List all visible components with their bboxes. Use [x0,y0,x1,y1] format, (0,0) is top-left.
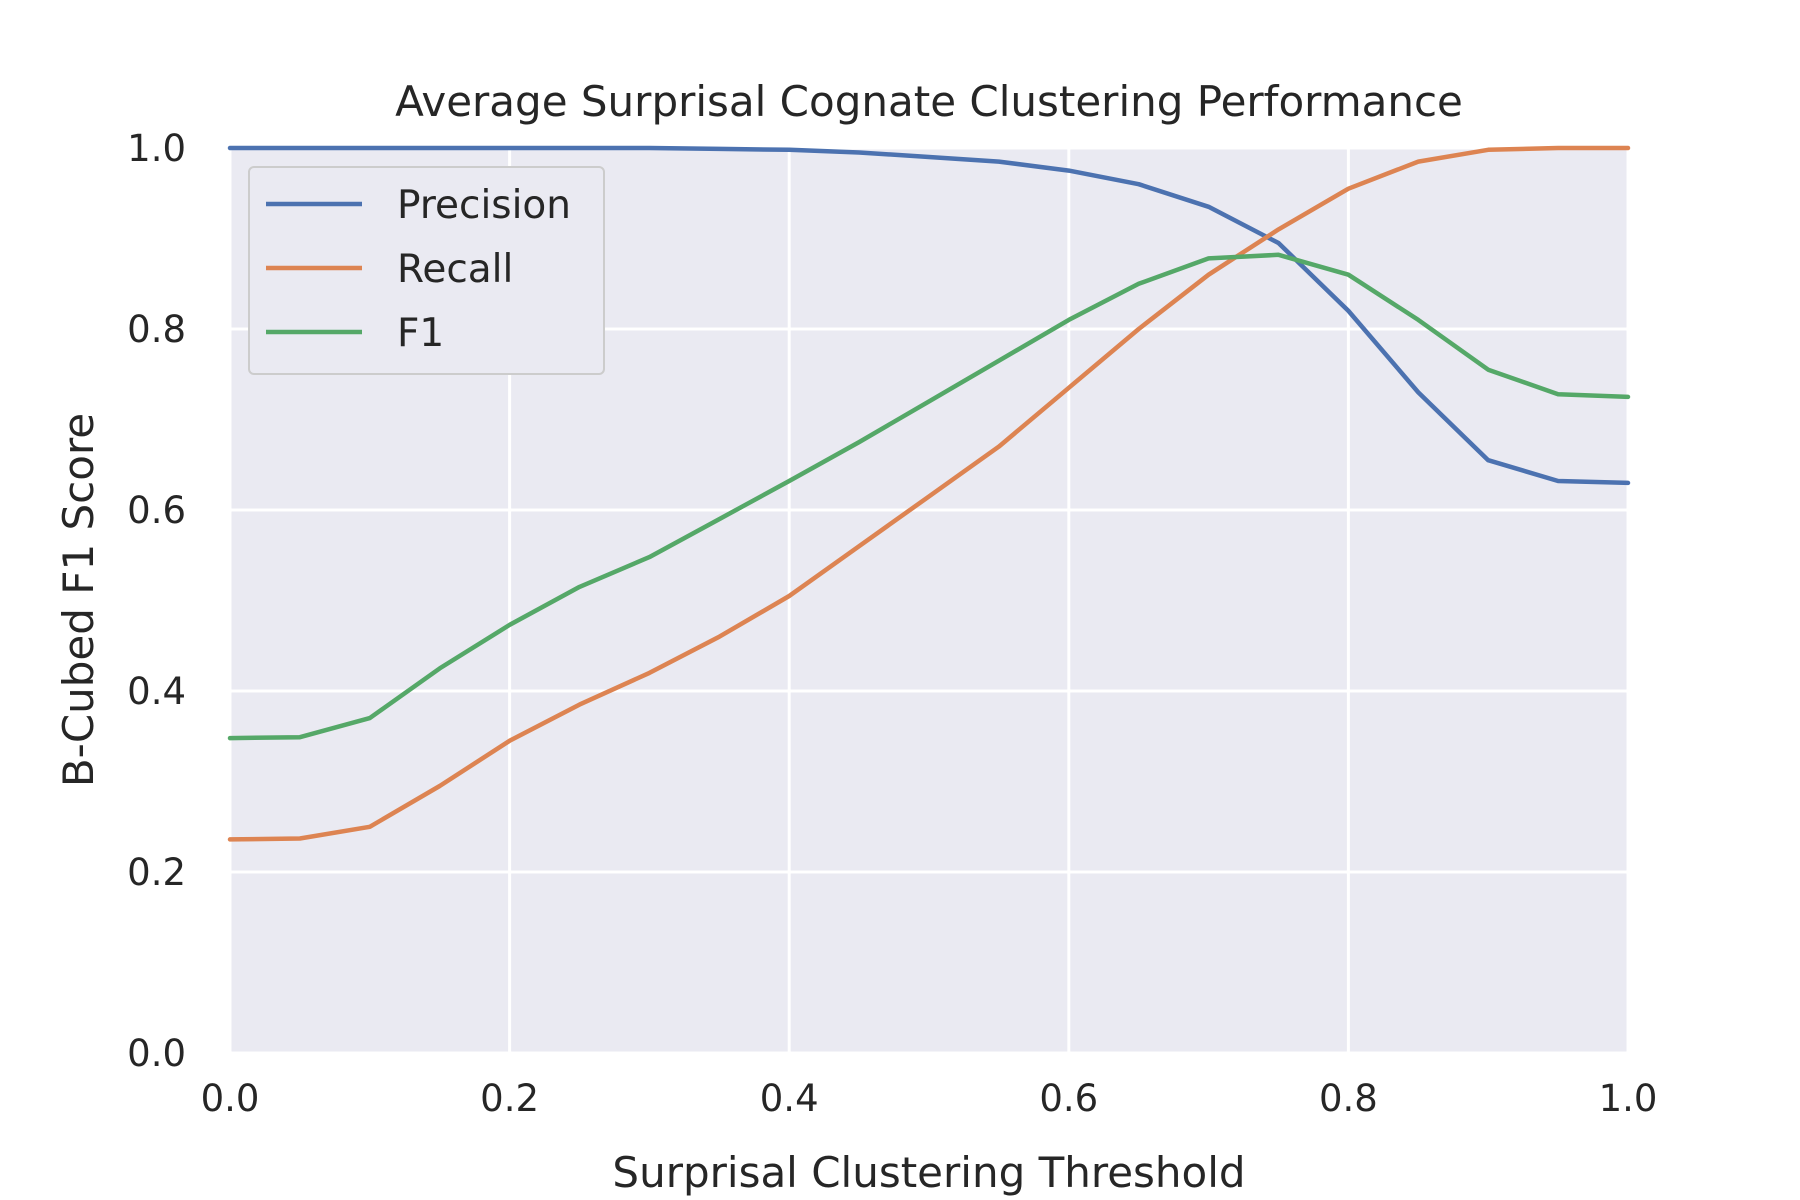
series-line-f1 [227,252,1631,741]
legend-label-precision: Precision [397,183,571,228]
chart-title: Average Surprisal Cognate Clustering Per… [395,77,1463,126]
x-tick-labels: 0.0 0.2 0.4 0.6 0.8 1.0 [201,1077,1658,1120]
legend-label-f1: F1 [397,311,444,356]
x-tick-label: 0.8 [1319,1077,1378,1120]
grid-lines [228,146,1630,1055]
series-line-precision [227,145,1631,486]
x-tick-label: 0.4 [760,1077,819,1120]
y-tick-label: 0.0 [127,1032,186,1075]
legend-label-recall: Recall [397,247,513,292]
x-axis-label: Surprisal Clustering Threshold [612,1148,1245,1197]
series-lines [227,145,1631,842]
legend: Precision Recall F1 [248,166,605,375]
y-tick-label: 0.8 [127,308,186,351]
x-tick-label: 0.6 [1039,1077,1098,1120]
series-line-recall [227,145,1631,842]
y-tick-label: 0.4 [127,670,186,713]
x-tick-label: 1.0 [1599,1077,1658,1120]
legend-box [248,166,605,375]
x-tick-label: 0.0 [201,1077,260,1120]
x-tick-label: 0.2 [480,1077,539,1120]
y-tick-label: 1.0 [127,127,186,170]
y-tick-label: 0.2 [127,851,186,894]
y-tick-label: 0.6 [127,489,186,532]
y-axis-label: B-Cubed F1 Score [54,413,103,787]
y-tick-labels: 0.0 0.2 0.4 0.6 0.8 1.0 [127,127,186,1075]
